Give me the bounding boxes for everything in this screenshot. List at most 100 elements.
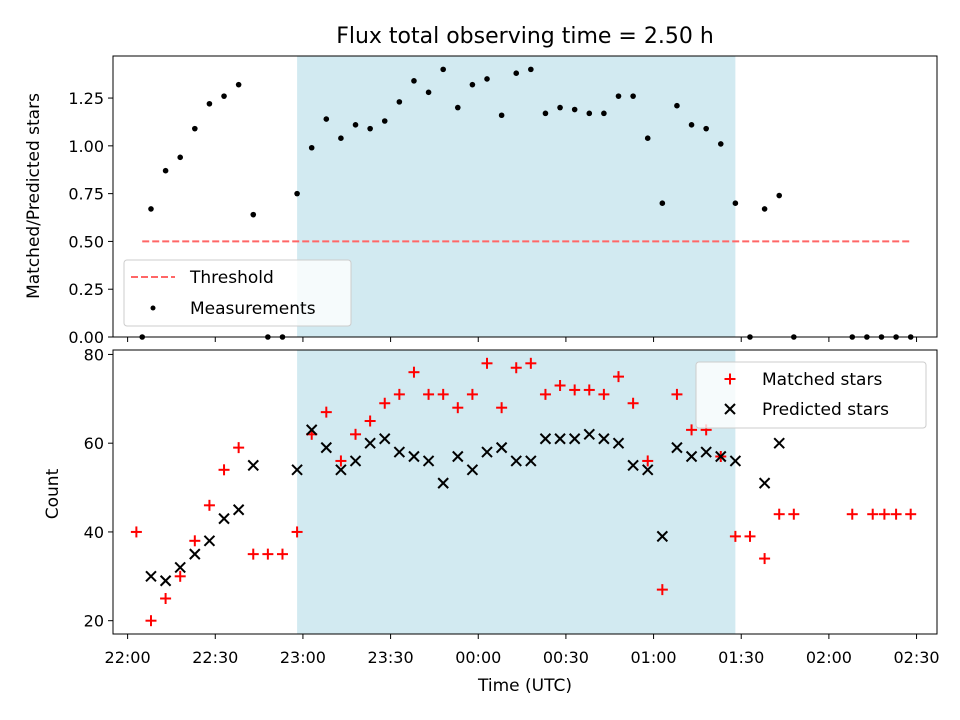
predicted-star-point-b xyxy=(466,464,479,476)
x-axis-label: Time (UTC) xyxy=(477,676,572,696)
predicted-star-point xyxy=(510,455,522,467)
predicted-star-point xyxy=(758,477,771,489)
measurement-point xyxy=(761,206,768,212)
predicted-star-point xyxy=(715,450,727,463)
matched-star-point xyxy=(867,508,879,520)
measurement-point xyxy=(732,200,739,206)
measurement-point xyxy=(571,106,578,113)
chart-title: Flux total observing time = 2.50 h xyxy=(336,24,714,49)
legend-predicted-label: Predicted stars xyxy=(762,400,889,420)
measurement-point xyxy=(323,116,330,122)
observing-window-shade-bottom xyxy=(297,350,736,634)
bottom-y-tick-label: 20 xyxy=(84,612,104,631)
top-y-tick-label: 0.25 xyxy=(68,280,104,299)
matched-star-point xyxy=(276,548,288,560)
matched-star-point xyxy=(335,455,347,467)
predicted-star-point-b xyxy=(539,433,552,445)
matched-star-point xyxy=(510,362,522,374)
matched-star-point xyxy=(583,384,595,396)
x-tick-label: 02:00 xyxy=(806,648,852,667)
matched-star-point xyxy=(905,508,917,520)
matched-star-point xyxy=(364,415,376,427)
bottom-panel: 20 40 60 80 22:00 22:30 23:00 23:30 00:00 00:30 0… xyxy=(43,345,940,696)
measurement-point xyxy=(601,110,607,117)
matched-star-point xyxy=(291,526,303,538)
predicted-star-point xyxy=(393,446,406,458)
top-y-axis-label: Matched/Predicted stars xyxy=(24,93,44,299)
predicted-star-point-b xyxy=(773,437,785,449)
predicted-star-point xyxy=(495,441,508,454)
predicted-star-point-b xyxy=(598,433,610,445)
predicted-star-point-b xyxy=(320,441,333,454)
matched-star-point xyxy=(262,548,274,560)
predicted-star-point xyxy=(189,548,201,560)
x-tick-label: 01:30 xyxy=(718,648,764,667)
predicted-star-point xyxy=(320,441,333,454)
predicted-star-point xyxy=(685,450,698,463)
measurement-point xyxy=(630,93,636,99)
matched-star-point xyxy=(729,530,741,542)
predicted-star-point-b xyxy=(232,504,245,516)
predicted-star-point xyxy=(598,433,610,445)
matched-star-point xyxy=(890,508,902,520)
measurement-point xyxy=(454,104,461,111)
top-legend: Threshold Measurements xyxy=(123,259,352,327)
predicted-star-point-b xyxy=(656,530,669,543)
matched-star-point xyxy=(218,464,230,476)
matched-star-point xyxy=(878,508,890,520)
predicted-star-point-b xyxy=(437,477,449,489)
predicted-star-point-b xyxy=(612,437,625,449)
matched-star-point xyxy=(496,402,508,414)
predicted-star-point xyxy=(612,437,625,449)
predicted-star-point xyxy=(481,446,493,458)
predicted-star-point xyxy=(642,464,654,476)
predicted-star-point-b xyxy=(642,464,654,476)
bottom-x-ticks: 22:00 22:30 23:00 23:30 00:00 00:30 01:00 01:30… xyxy=(105,634,940,667)
bottom-y-tick-label: 80 xyxy=(84,345,104,364)
predicted-star-point xyxy=(554,433,566,445)
bottom-y-tick-label: 40 xyxy=(84,523,104,542)
measurement-point xyxy=(294,190,300,197)
measurement-point xyxy=(717,141,724,147)
predicted-star-point xyxy=(539,433,552,445)
matched-star-point xyxy=(320,406,332,418)
matched-star-point xyxy=(671,388,683,400)
measurement-point xyxy=(469,81,476,88)
measurement-point xyxy=(498,112,505,119)
top-x-ticks xyxy=(127,337,918,342)
top-panel: 0.00 0.25 0.50 0.75 1.00 1.25 Flux total obse… xyxy=(24,24,938,347)
matched-star-point xyxy=(627,397,639,409)
predicted-star-point-b xyxy=(145,570,157,583)
measurement-point xyxy=(411,78,417,84)
predicted-star-point xyxy=(437,477,449,489)
measurement-point xyxy=(367,125,373,132)
predicted-star-point-b xyxy=(583,428,595,441)
predicted-star-point xyxy=(773,437,785,449)
matched-star-point xyxy=(189,535,201,547)
matched-star-point xyxy=(788,508,800,520)
star-count-points xyxy=(130,357,917,627)
measurement-point xyxy=(688,122,695,128)
matched-star-point xyxy=(130,526,142,538)
predicted-star-point xyxy=(379,433,391,445)
predicted-star-point-b xyxy=(510,455,522,467)
matched-star-point xyxy=(686,424,698,436)
top-y-tick-label: 1.00 xyxy=(68,137,104,156)
predicted-star-point-b xyxy=(408,450,420,463)
x-tick-label: 00:30 xyxy=(543,648,589,667)
measurement-point xyxy=(396,99,403,105)
predicted-star-point-b xyxy=(174,561,186,574)
predicted-star-point xyxy=(671,441,683,454)
measurement-point xyxy=(235,81,242,88)
predicted-star-point xyxy=(291,464,303,476)
predicted-star-point-b xyxy=(758,477,771,489)
predicted-star-point-b xyxy=(218,512,230,525)
x-tick-label: 23:00 xyxy=(280,648,326,667)
matched-star-point xyxy=(203,499,215,511)
matched-star-point xyxy=(437,388,449,400)
predicted-star-point-b xyxy=(568,433,581,445)
matched-star-point xyxy=(233,442,245,454)
legend-matched-swatch xyxy=(724,373,736,385)
matched-star-point xyxy=(174,570,186,582)
matched-star-point xyxy=(598,388,610,400)
